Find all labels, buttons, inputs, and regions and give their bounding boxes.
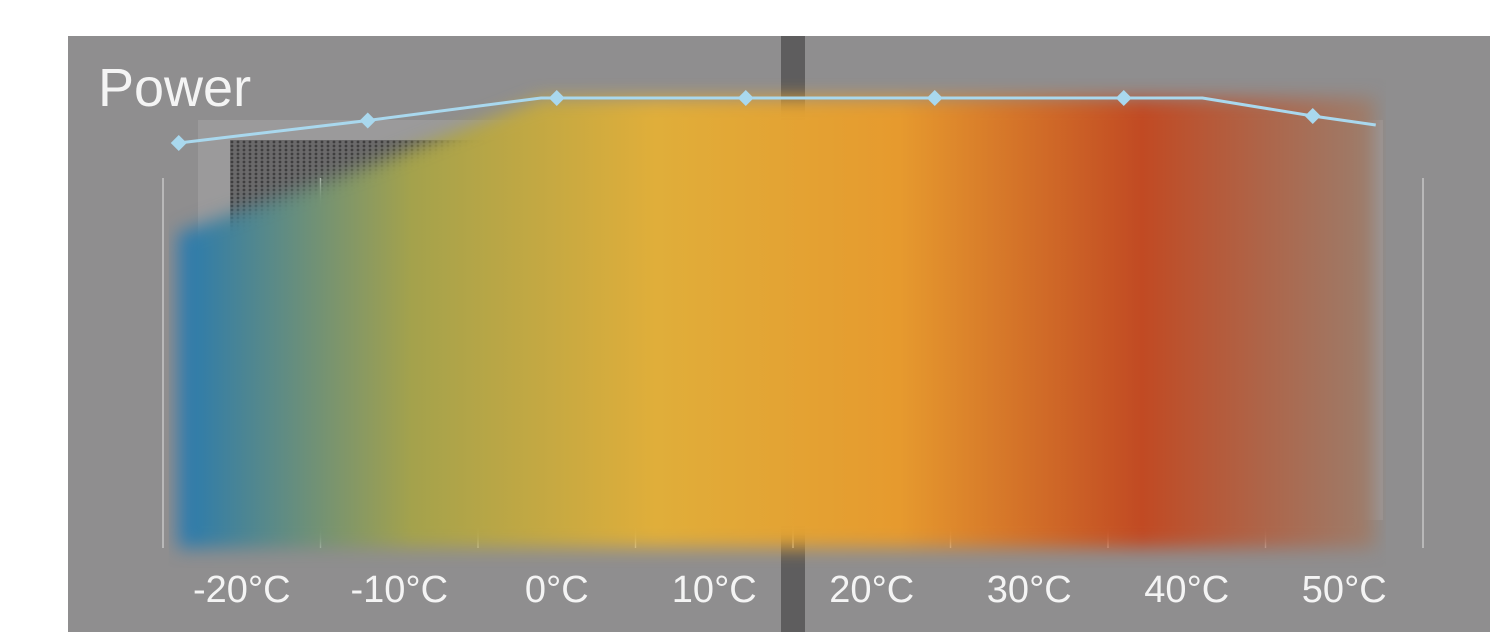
x-tick-label: 20°C bbox=[829, 569, 914, 611]
x-tick-label: -20°C bbox=[193, 569, 291, 611]
chart-panel: -20°C -10°C 0°C 10°C 20°C 30°C 40°C 50°C Power bbox=[68, 36, 1490, 632]
temperature-gradient-band bbox=[169, 78, 1386, 568]
x-tick-label: -10°C bbox=[350, 569, 448, 611]
gradient-fill bbox=[169, 78, 1386, 568]
x-tick-label: 0°C bbox=[525, 569, 589, 611]
x-tick-label: 50°C bbox=[1302, 569, 1387, 611]
x-tick-label: 40°C bbox=[1144, 569, 1229, 611]
power-chart: -20°C -10°C 0°C 10°C 20°C 30°C 40°C 50°C Power bbox=[68, 36, 1490, 632]
x-tick-label: 30°C bbox=[987, 569, 1072, 611]
chart-title: Power bbox=[98, 58, 251, 118]
x-tick-label: 10°C bbox=[672, 569, 757, 611]
